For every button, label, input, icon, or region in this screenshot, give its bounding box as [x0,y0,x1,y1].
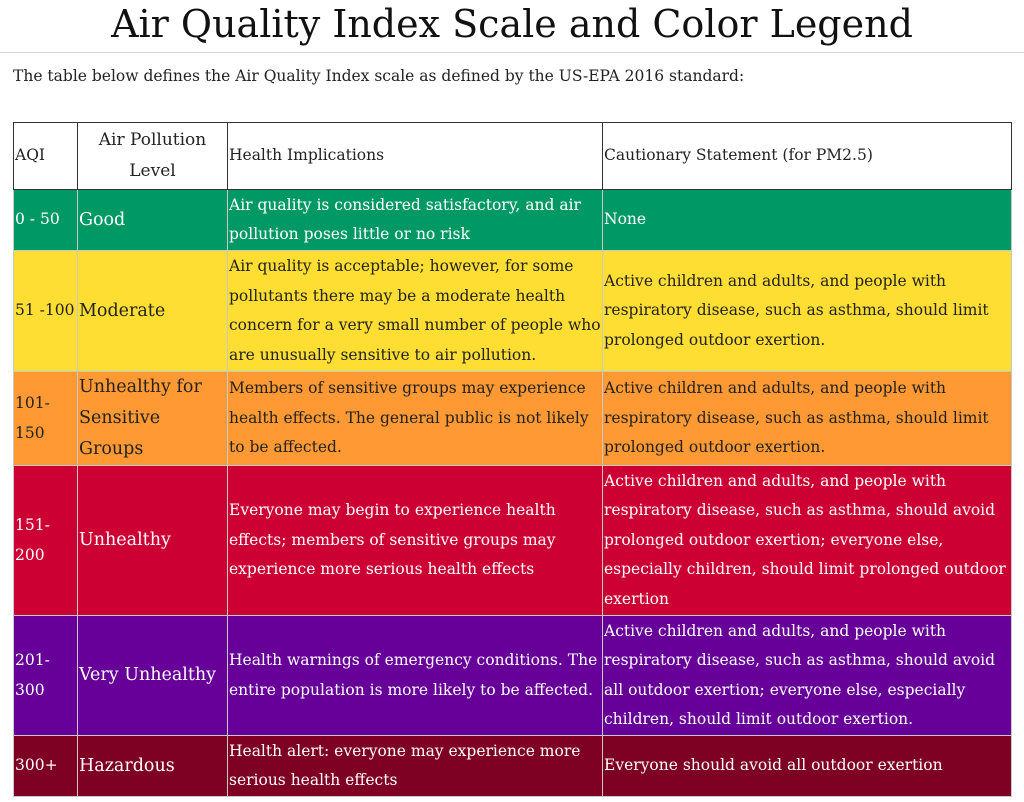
table-row-good: 0 - 50 Good Air quality is considered sa… [13,189,1012,251]
pollution-level: Unhealthy [77,465,228,616]
header-health-implications: Health Implications [227,122,603,190]
title-bar: Air Quality Index Scale and Color Legend [0,0,1024,53]
pollution-level: Very Unhealthy [77,615,228,736]
aqi-range: 0 - 50 [13,189,78,251]
aqi-range: 201-300 [13,615,78,736]
header-level: Air Pollution Level [77,122,228,190]
cautionary-statement: Everyone should avoid all outdoor exerti… [602,735,1012,797]
cautionary-statement: None [602,189,1012,251]
cautionary-statement: Active children and adults, and people w… [602,371,1012,466]
table-row-unhealthy-sensitive: 101-150 Unhealthy for Sensitive Groups M… [13,371,1012,466]
aqi-range: 151-200 [13,465,78,616]
table-row-unhealthy: 151-200 Unhealthy Everyone may begin to … [13,465,1012,616]
health-implications: Health warnings of emergency conditions.… [227,615,603,736]
table-header: AQI Air Pollution Level Health Implicati… [13,122,1012,190]
header-cautionary-statement: Cautionary Statement (for PM2.5) [602,122,1012,190]
cautionary-statement: Active children and adults, and people w… [602,250,1012,372]
aqi-range: 101-150 [13,371,78,466]
pollution-level: Good [77,189,228,251]
health-implications: Health alert: everyone may experience mo… [227,735,603,797]
cautionary-statement: Active children and adults, and people w… [602,615,1012,736]
health-implications: Everyone may begin to experience health … [227,465,603,616]
health-implications: Air quality is acceptable; however, for … [227,250,603,372]
pollution-level: Moderate [77,250,228,372]
pollution-level: Unhealthy for Sensitive Groups [77,371,228,466]
header-aqi: AQI [13,122,78,190]
table-body: 0 - 50 Good Air quality is considered sa… [13,189,1012,797]
health-implications: Members of sensitive groups may experien… [227,371,603,466]
intro-text: The table below defines the Air Quality … [13,67,745,85]
table-row-very-unhealthy: 201-300 Very Unhealthy Health warnings o… [13,615,1012,736]
page-title: Air Quality Index Scale and Color Legend [111,2,913,46]
table-row-hazardous: 300+ Hazardous Health alert: everyone ma… [13,735,1012,797]
header-row: AQI Air Pollution Level Health Implicati… [13,122,1012,190]
pollution-level: Hazardous [77,735,228,797]
aqi-table: AQI Air Pollution Level Health Implicati… [13,122,1012,797]
aqi-range: 51 -100 [13,250,78,372]
cautionary-statement: Active children and adults, and people w… [602,465,1012,616]
health-implications: Air quality is considered satisfactory, … [227,189,603,251]
table-row-moderate: 51 -100 Moderate Air quality is acceptab… [13,250,1012,372]
aqi-range: 300+ [13,735,78,797]
